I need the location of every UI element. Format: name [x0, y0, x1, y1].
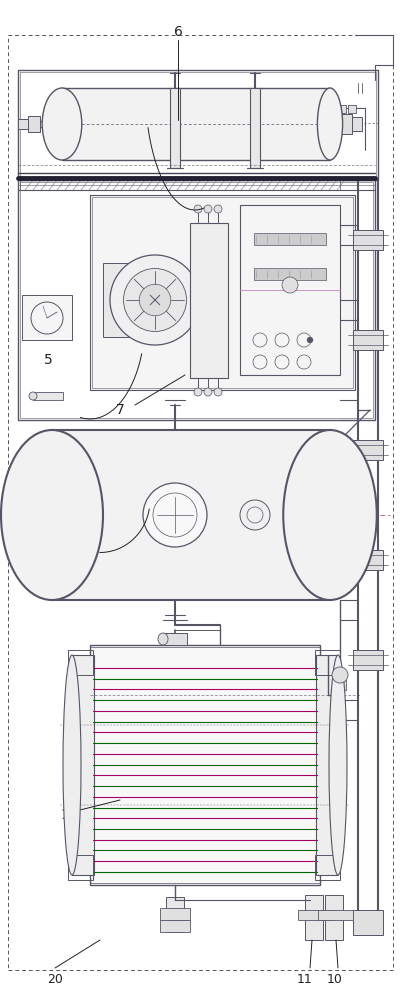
Bar	[317, 910, 352, 920]
Bar	[297, 910, 332, 920]
Bar	[20, 72, 375, 178]
Bar	[166, 897, 183, 932]
Ellipse shape	[63, 655, 81, 875]
Bar	[162, 633, 187, 645]
Bar	[18, 70, 377, 180]
Bar	[62, 88, 329, 160]
Ellipse shape	[42, 88, 81, 160]
Bar	[333, 680, 345, 690]
Bar	[352, 440, 382, 460]
Circle shape	[306, 337, 312, 343]
Text: 1: 1	[60, 808, 69, 822]
Circle shape	[203, 205, 211, 213]
Circle shape	[213, 205, 222, 213]
Bar	[324, 895, 342, 940]
Circle shape	[143, 483, 207, 547]
Ellipse shape	[317, 88, 342, 160]
Bar	[304, 895, 322, 940]
Bar	[254, 233, 325, 245]
Ellipse shape	[283, 430, 376, 600]
Bar	[315, 655, 337, 875]
Bar	[90, 645, 319, 885]
Bar	[33, 392, 63, 400]
Bar	[314, 650, 339, 675]
Text: 7: 7	[115, 403, 124, 417]
Ellipse shape	[29, 392, 37, 400]
Circle shape	[331, 667, 347, 683]
Bar	[337, 105, 345, 113]
Bar	[351, 117, 361, 131]
Bar	[254, 268, 325, 280]
Bar	[72, 655, 94, 875]
Ellipse shape	[328, 655, 346, 875]
Bar	[352, 910, 382, 935]
Bar	[239, 205, 339, 375]
Bar	[249, 88, 259, 168]
Bar	[68, 855, 93, 880]
Bar	[190, 223, 228, 378]
Text: 10: 10	[326, 973, 342, 986]
Bar	[347, 105, 355, 113]
Bar	[170, 88, 179, 168]
Bar	[339, 114, 351, 134]
Bar	[90, 195, 354, 390]
Bar	[352, 650, 382, 670]
Bar	[352, 230, 382, 250]
Circle shape	[194, 205, 202, 213]
Bar	[352, 330, 382, 350]
Circle shape	[123, 268, 186, 332]
Bar	[352, 550, 382, 570]
Circle shape	[203, 388, 211, 396]
Bar	[103, 263, 155, 337]
Ellipse shape	[158, 633, 168, 645]
Bar	[92, 197, 352, 388]
Bar	[18, 180, 374, 420]
Circle shape	[110, 255, 200, 345]
Bar	[18, 119, 28, 129]
Bar	[52, 430, 329, 600]
Circle shape	[194, 388, 202, 396]
Text: 3: 3	[53, 493, 62, 507]
Bar	[28, 503, 48, 527]
Circle shape	[139, 284, 171, 316]
Bar	[160, 908, 190, 920]
Text: 11: 11	[296, 973, 312, 986]
Bar	[22, 295, 72, 340]
Circle shape	[239, 500, 269, 530]
Bar	[314, 855, 339, 880]
Ellipse shape	[1, 430, 103, 600]
Bar	[20, 182, 372, 418]
Bar	[20, 180, 339, 190]
Text: 6: 6	[173, 25, 182, 39]
Circle shape	[281, 277, 297, 293]
Text: 20: 20	[47, 973, 63, 986]
Bar	[68, 650, 93, 675]
Bar	[28, 116, 40, 132]
Bar	[160, 920, 190, 932]
Circle shape	[213, 388, 222, 396]
Text: 5: 5	[43, 353, 52, 367]
